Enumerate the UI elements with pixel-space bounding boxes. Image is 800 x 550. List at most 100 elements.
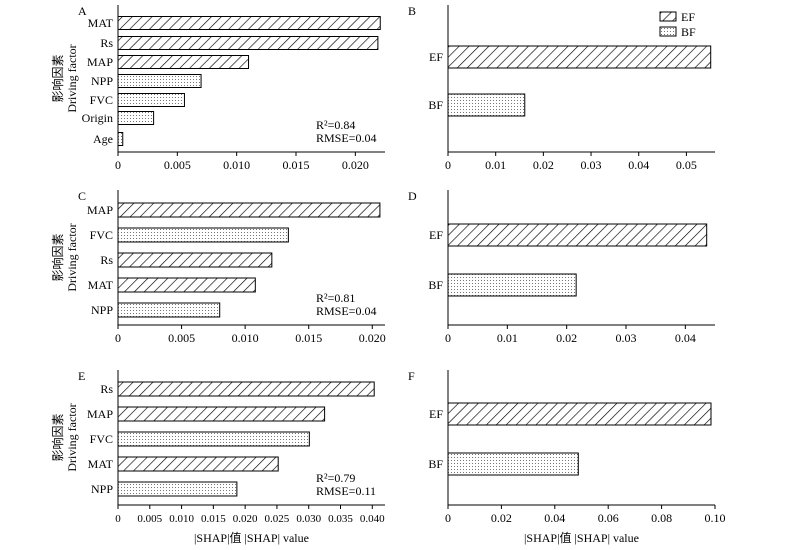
x-tick-label: 0.040 bbox=[360, 513, 385, 525]
x-tick-label: 0 bbox=[445, 158, 451, 172]
category-label: FVC bbox=[90, 228, 113, 242]
x-tick-label: 0.005 bbox=[164, 158, 191, 172]
y-axis-title-cn: 影响因素 bbox=[50, 54, 65, 102]
panel-d: D EF BF 0 0.01 0.02 0.03 0.04 bbox=[408, 189, 715, 345]
x-tick-label: 0.005 bbox=[168, 331, 195, 345]
category-label: BF bbox=[428, 457, 443, 471]
x-tick-label: 0 bbox=[445, 511, 451, 525]
panel-f: F EF BF 0 0.02 0.04 0.06 0.08 0.10 |SHAP|值 |SHAP|… bbox=[408, 369, 726, 545]
bar-origin bbox=[117, 111, 155, 125]
category-label: EF bbox=[429, 50, 443, 64]
category-label: MAP bbox=[87, 55, 113, 69]
x-tick-label: 0.015 bbox=[283, 158, 310, 172]
panel-letter: A bbox=[78, 4, 87, 18]
r-squared-annotation: R²=0.81 bbox=[316, 291, 355, 305]
x-tick-label: 0.03 bbox=[616, 331, 637, 345]
bar-rs bbox=[117, 252, 273, 268]
x-tick-label: 0.020 bbox=[342, 158, 369, 172]
legend-swatch-ef bbox=[659, 11, 677, 22]
bar-bf bbox=[447, 273, 577, 297]
panel-letter: D bbox=[408, 189, 417, 203]
x-tick-label: 0.08 bbox=[651, 511, 672, 525]
x-tick-label: 0.01 bbox=[497, 331, 518, 345]
x-tick-label: 0 bbox=[115, 158, 121, 172]
category-label: EF bbox=[429, 228, 443, 242]
x-tick-label: 0.04 bbox=[544, 511, 565, 525]
x-tick-label: 0.015 bbox=[201, 513, 226, 525]
bar-ef bbox=[447, 223, 708, 247]
bar-ef bbox=[447, 402, 712, 426]
x-axis-title: |SHAP|值 |SHAP| value bbox=[524, 530, 639, 545]
bar-map bbox=[117, 202, 381, 218]
bar-fvc bbox=[117, 93, 185, 107]
bar-mat bbox=[117, 277, 256, 293]
category-label: Rs bbox=[100, 253, 113, 267]
category-label: NPP bbox=[91, 482, 113, 496]
x-tick-label: 0.04 bbox=[675, 331, 696, 345]
bar-mat bbox=[117, 16, 381, 30]
x-tick-label: 0.035 bbox=[328, 513, 353, 525]
panel-letter: B bbox=[408, 4, 416, 18]
x-tick-label: 0.10 bbox=[705, 511, 726, 525]
category-label: MAT bbox=[88, 16, 114, 30]
x-tick-label: 0.020 bbox=[359, 331, 386, 345]
panel-letter: C bbox=[78, 189, 86, 203]
bar-rs bbox=[117, 36, 379, 50]
category-label: BF bbox=[428, 278, 443, 292]
bar-npp bbox=[117, 302, 221, 318]
legend-label-ef: EF bbox=[681, 10, 695, 24]
panel-letter: F bbox=[408, 369, 415, 383]
x-tick-label: 0.030 bbox=[296, 513, 321, 525]
x-tick-label: 0 bbox=[115, 331, 121, 345]
category-label: Rs bbox=[100, 382, 113, 396]
y-axis-title-cn: 影响因素 bbox=[50, 413, 65, 461]
x-tick-label: 0.02 bbox=[491, 511, 512, 525]
x-tick-label: 0.06 bbox=[598, 511, 619, 525]
x-tick-label: 0.015 bbox=[295, 331, 322, 345]
x-tick-label: 0.025 bbox=[265, 513, 290, 525]
bar-npp bbox=[117, 481, 238, 497]
bar-map bbox=[117, 406, 326, 422]
x-tick-label: 0.010 bbox=[169, 513, 194, 525]
bar-mat bbox=[117, 456, 279, 472]
x-tick-label: 0.010 bbox=[223, 158, 250, 172]
category-label: EF bbox=[429, 407, 443, 421]
legend-label-bf: BF bbox=[681, 25, 696, 39]
x-tick-label: 0.03 bbox=[581, 158, 602, 172]
x-tick-label: 0.02 bbox=[533, 158, 554, 172]
rmse-annotation: RMSE=0.11 bbox=[316, 484, 376, 498]
x-tick-label: 0.04 bbox=[628, 158, 649, 172]
x-tick-label: 0.020 bbox=[233, 513, 258, 525]
x-axis-title: |SHAP|值 |SHAP| value bbox=[194, 530, 309, 545]
x-tick-label: 0.05 bbox=[676, 158, 697, 172]
panel-e: E Rs MAP FVC MAT NPP 0 0.005 0.010 0.015 0.020 0.02… bbox=[50, 369, 385, 545]
bar-ef bbox=[447, 45, 712, 69]
category-label: FVC bbox=[90, 432, 113, 446]
y-axis-title-en: Driving factor bbox=[65, 223, 79, 291]
r-squared-annotation: R²=0.84 bbox=[316, 118, 355, 132]
x-tick-label: 0 bbox=[115, 513, 121, 525]
x-tick-label: 0 bbox=[445, 331, 451, 345]
y-axis-title-en: Driving factor bbox=[65, 403, 79, 471]
r-squared-annotation: R²=0.79 bbox=[316, 471, 355, 485]
category-label: MAT bbox=[88, 278, 114, 292]
bar-rs bbox=[117, 381, 375, 397]
category-label: Age bbox=[93, 132, 113, 146]
category-label: Origin bbox=[82, 111, 113, 125]
category-label: FVC bbox=[90, 93, 113, 107]
category-label: MAT bbox=[88, 457, 114, 471]
bar-age bbox=[117, 132, 124, 146]
x-tick-label: 0.02 bbox=[556, 331, 577, 345]
y-axis-title-cn: 影响因素 bbox=[50, 233, 65, 281]
category-label: NPP bbox=[91, 303, 113, 317]
bar-fvc bbox=[117, 227, 289, 243]
bar-fvc bbox=[117, 431, 310, 447]
bar-bf bbox=[447, 93, 526, 117]
bar-bf bbox=[447, 452, 579, 476]
bar-map bbox=[117, 55, 250, 69]
category-label: BF bbox=[428, 98, 443, 112]
